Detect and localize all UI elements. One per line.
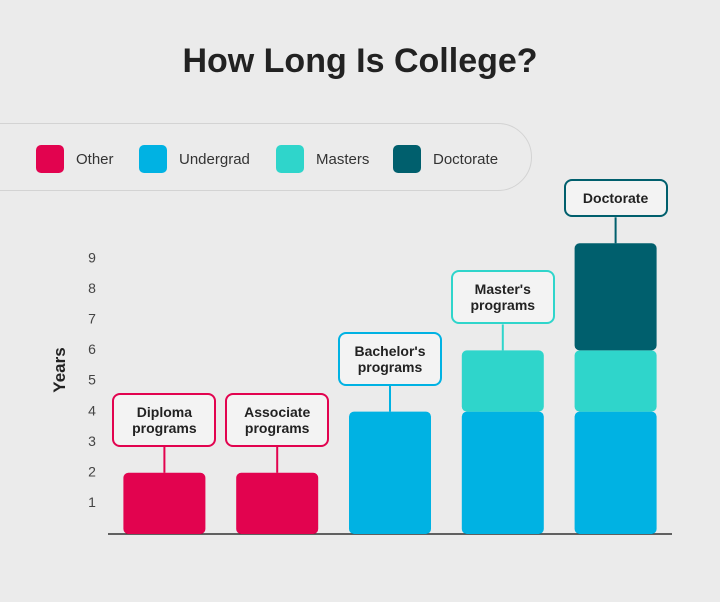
category-label: Doctorate: [563, 179, 668, 218]
legend-swatch: [276, 145, 304, 173]
y-tick-label: 4: [88, 402, 96, 418]
bar-segment: [461, 350, 544, 412]
y-axis-label: Years: [50, 347, 69, 393]
legend-label: Doctorate: [433, 150, 499, 168]
legend-label: Other: [76, 150, 114, 168]
legend-swatch: [393, 145, 421, 173]
bar-segment: [123, 472, 206, 534]
bar-segment: [574, 411, 657, 534]
category-label: Master's programs: [450, 270, 555, 325]
legend-label: Undergrad: [179, 150, 250, 168]
legend-label: Masters: [316, 150, 370, 168]
y-tick-label: 3: [88, 433, 96, 449]
bar-segment: [574, 243, 657, 351]
legend-swatch: [36, 145, 64, 173]
y-tick-label: 9: [88, 249, 96, 265]
legend-item: Other: [36, 145, 114, 173]
y-tick-label: 2: [88, 464, 96, 480]
legend-swatch: [139, 145, 167, 173]
category-label: Associate programs: [225, 392, 330, 447]
y-tick-label: 7: [88, 311, 96, 327]
legend: Other Undergrad Masters Doctorate: [0, 123, 532, 191]
bar-segment: [236, 472, 319, 534]
y-tick-label: 8: [88, 280, 96, 296]
y-tick-label: 5: [88, 372, 96, 388]
y-tick-label: 6: [88, 341, 96, 357]
bar-segment: [349, 411, 431, 534]
category-label: Bachelor's programs: [338, 331, 442, 386]
category-label: Diploma programs: [112, 392, 217, 447]
bar-segment: [461, 411, 544, 534]
chart-title: How Long Is College?: [182, 42, 538, 80]
bar-segment: [574, 350, 657, 412]
legend-item: Masters: [276, 145, 369, 173]
y-tick-label: 1: [88, 494, 96, 510]
legend-item: Doctorate: [393, 145, 498, 173]
legend-item: Undergrad: [139, 145, 250, 173]
